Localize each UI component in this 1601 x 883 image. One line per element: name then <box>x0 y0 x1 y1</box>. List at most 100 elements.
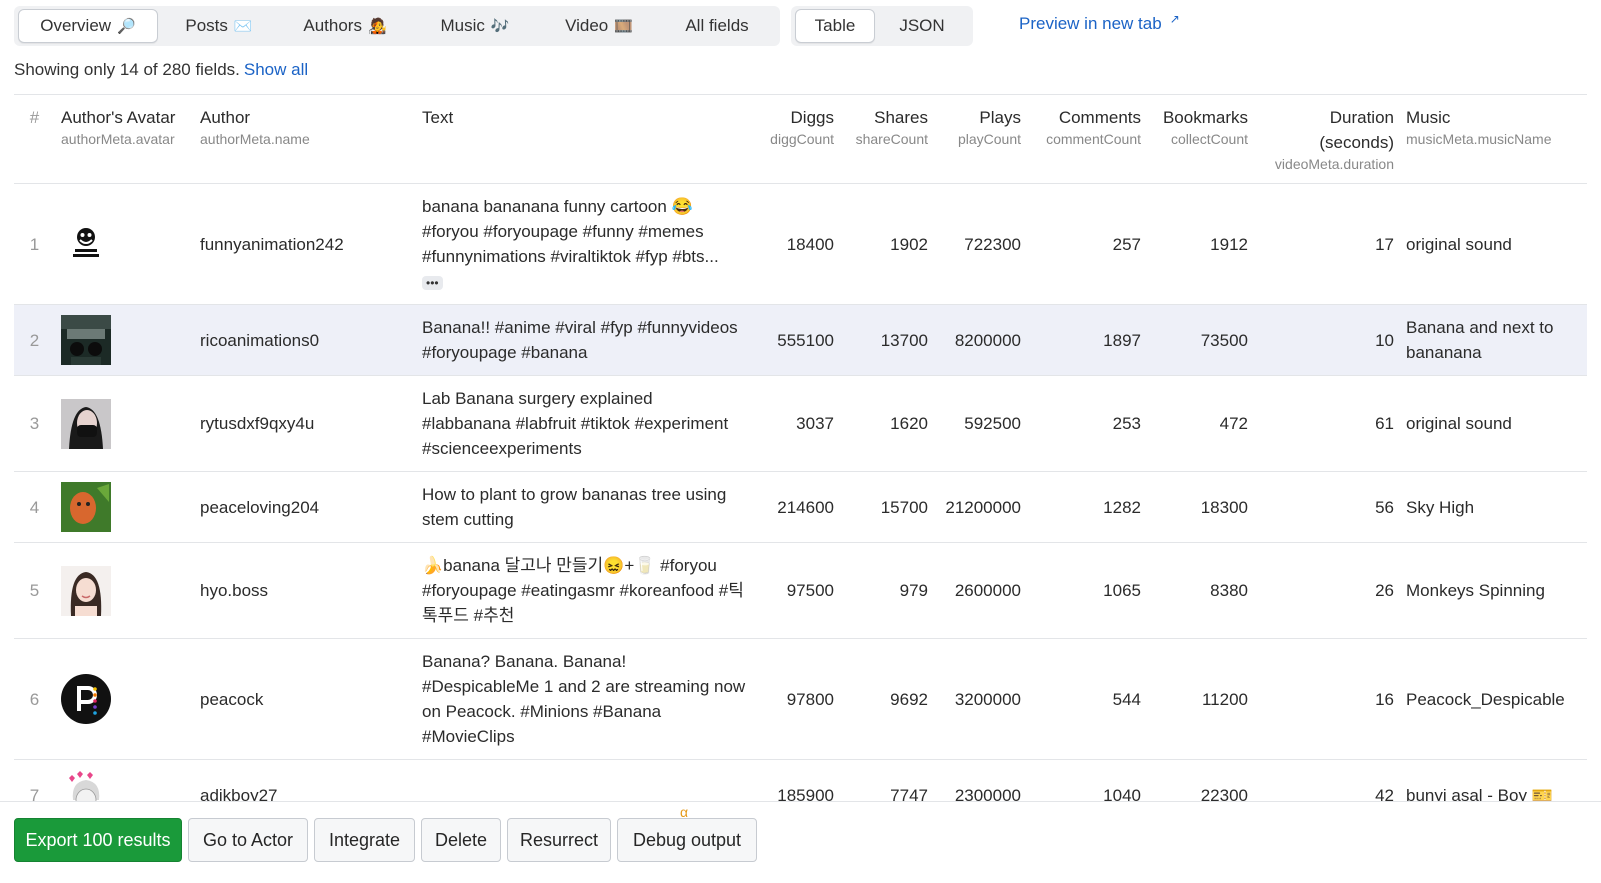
avatar[interactable] <box>61 482 111 532</box>
table-row[interactable]: 1 funnyanimation242 banana bananana funn… <box>14 184 1587 305</box>
envelope-icon: ✉️ <box>233 18 253 35</box>
duration-cell: 10 <box>1375 330 1394 350</box>
tab-video[interactable]: Video 🎞️ <box>540 9 658 43</box>
plays-cell: 3200000 <box>954 689 1021 709</box>
col-header-bookmarks[interactable]: Bookmarks collectCount <box>1147 95 1254 184</box>
col-sub: diggCount <box>770 131 834 147</box>
field-notice-text: Showing only 14 of 280 fields. <box>14 60 240 79</box>
plays-cell: 2300000 <box>954 785 1021 805</box>
tab-label: Overview <box>40 16 112 35</box>
col-label: Comments <box>1058 108 1141 127</box>
bookmarks-cell: 18300 <box>1200 497 1248 517</box>
col-label: Text <box>422 108 454 127</box>
music-cell: bunyi asal - Boy 🎫 <box>1406 785 1553 805</box>
col-header-shares[interactable]: Shares shareCount <box>840 95 934 184</box>
text-cell: banana bananana funny cartoon 😂 #foryou … <box>416 184 752 305</box>
duration-cell: 56 <box>1375 497 1394 517</box>
avatar-cell <box>55 472 194 543</box>
expand-text-button[interactable]: ••• <box>422 276 443 290</box>
preview-link-label: Preview in new tab <box>1019 14 1162 33</box>
col-sub: collectCount <box>1170 131 1248 147</box>
tab-label: Video <box>565 16 609 35</box>
tab-label: Music <box>440 16 485 35</box>
delete-button[interactable]: Delete <box>421 818 501 862</box>
comments-cell: 1040 <box>1103 785 1141 805</box>
tab-overview[interactable]: Overview 🔎 <box>18 9 158 43</box>
table-row[interactable]: 2 ricoanimations0 Banana!! #anime #viral… <box>14 304 1587 376</box>
music-cell: original sound <box>1406 414 1512 433</box>
author-cell: peacock <box>200 689 264 709</box>
tab-json[interactable]: JSON <box>875 9 969 43</box>
text-cell: 🍌banana 달고나 만들기😖+🥛 #foryou #foryoupage #… <box>416 543 752 639</box>
col-sub: commentCount <box>1046 131 1141 147</box>
col-header-plays[interactable]: Plays playCount <box>934 95 1027 184</box>
row-index: 3 <box>29 414 40 433</box>
avatar[interactable] <box>61 565 111 616</box>
shares-cell: 13700 <box>880 330 928 350</box>
row-index: 1 <box>29 234 40 254</box>
post-text: Banana!! #anime #viral #fyp #funnyvideos… <box>422 318 738 362</box>
post-text: How to plant to grow bananas tree using … <box>422 485 727 529</box>
col-header-diggs[interactable]: Diggs diggCount <box>752 95 840 184</box>
table-row[interactable]: 6 peacock Banana? Banana. Banana! #Despi… <box>14 639 1587 760</box>
bookmarks-cell: 472 <box>1219 414 1248 433</box>
avatar[interactable] <box>61 398 111 449</box>
integrate-button[interactable]: Integrate <box>314 818 415 862</box>
author-cell: ricoanimations0 <box>200 330 320 350</box>
post-text: banana bananana funny cartoon 😂 #foryou … <box>422 197 719 266</box>
singer-icon: 🧑‍🎤 <box>367 18 387 35</box>
author-cell: hyo.boss <box>200 581 269 600</box>
col-sub: videoMeta.duration <box>1274 156 1394 172</box>
author-cell: funnyanimation242 <box>200 234 344 254</box>
export-results-button[interactable]: Export 100 results <box>14 818 182 862</box>
diggs-cell: 185900 <box>777 785 834 805</box>
field-notice: Showing only 14 of 280 fields. Show all <box>14 60 308 80</box>
magnifier-icon: 🔎 <box>117 18 136 35</box>
col-header-text[interactable]: Text <box>416 95 752 184</box>
tab-posts[interactable]: Posts ✉️ <box>158 9 280 43</box>
tab-label: Table <box>814 16 856 35</box>
col-header-index[interactable]: # <box>14 95 55 184</box>
tab-table[interactable]: Table <box>795 9 875 43</box>
plays-cell: 8200000 <box>954 330 1021 350</box>
shares-cell: 7747 <box>890 785 928 805</box>
avatar[interactable] <box>61 674 111 724</box>
text-cell: How to plant to grow bananas tree using … <box>416 472 752 543</box>
comments-cell: 253 <box>1112 414 1141 433</box>
resurrect-button[interactable]: Resurrect <box>507 818 611 862</box>
avatar[interactable] <box>61 315 111 365</box>
preview-in-new-tab-link[interactable]: Preview in new tab ↗ <box>1019 12 1180 34</box>
music-notes-icon: 🎶 <box>490 18 510 35</box>
col-header-music[interactable]: Music musicMeta.musicName <box>1400 95 1587 184</box>
comments-cell: 1897 <box>1103 330 1141 350</box>
tab-all-fields[interactable]: All fields <box>658 9 776 43</box>
show-all-link[interactable]: Show all <box>243 60 309 79</box>
tab-music[interactable]: Music 🎶 <box>410 9 540 43</box>
col-label: Diggs <box>790 108 834 127</box>
view-tab-group: Overview 🔎 Posts ✉️ Authors 🧑‍🎤 Music 🎶 … <box>14 6 780 46</box>
diggs-cell: 214600 <box>777 497 834 517</box>
comments-cell: 257 <box>1112 234 1141 254</box>
col-header-author[interactable]: Author authorMeta.name <box>194 95 416 184</box>
col-header-avatar[interactable]: Author's Avatar authorMeta.avatar <box>55 95 194 184</box>
col-header-comments[interactable]: Comments commentCount <box>1027 95 1147 184</box>
col-header-duration[interactable]: Duration (seconds) videoMeta.duration <box>1254 95 1400 184</box>
avatar-cell <box>55 184 194 305</box>
table-row[interactable]: 5 hyo.boss 🍌banana 달고나 만들기😖+🥛 #foryou #f… <box>14 543 1587 639</box>
debug-output-button[interactable]: Debug output <box>617 818 757 862</box>
table-row[interactable]: 3 rytusdxf9qxy4u Lab Banana surgery expl… <box>14 376 1587 472</box>
go-to-actor-button[interactable]: Go to Actor <box>188 818 308 862</box>
alpha-badge: α <box>680 804 689 820</box>
avatar-cell <box>55 376 194 472</box>
avatar[interactable] <box>61 219 111 269</box>
results-table-container[interactable]: # Author's Avatar authorMeta.avatar Autho… <box>14 94 1587 816</box>
avatar-cell <box>55 639 194 760</box>
bookmarks-cell: 1912 <box>1210 234 1248 254</box>
avatar-cell <box>55 305 194 376</box>
tab-authors[interactable]: Authors 🧑‍🎤 <box>280 9 410 43</box>
table-header-row: # Author's Avatar authorMeta.avatar Autho… <box>14 95 1587 184</box>
table-row[interactable]: 4 peaceloving204 How to plant to grow ba… <box>14 472 1587 543</box>
diggs-cell: 555100 <box>777 330 834 350</box>
duration-cell: 42 <box>1375 785 1394 805</box>
bookmarks-cell: 11200 <box>1201 689 1248 709</box>
